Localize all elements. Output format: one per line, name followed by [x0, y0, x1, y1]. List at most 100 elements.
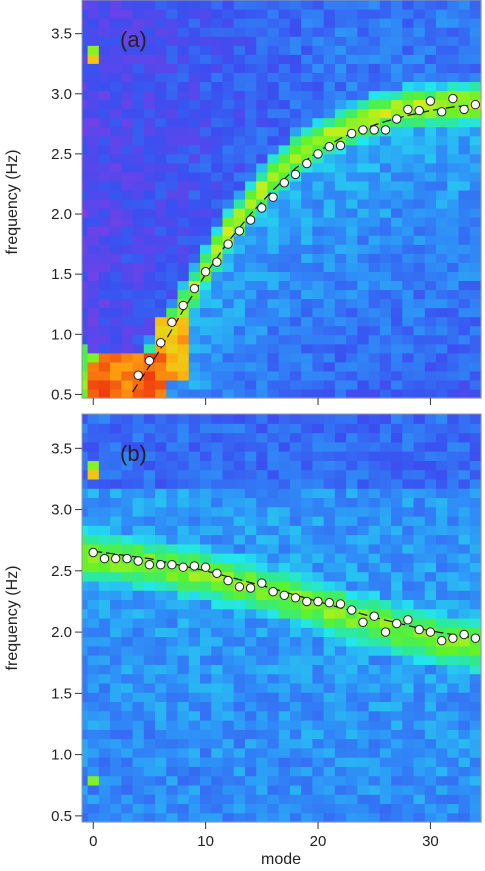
- heatmap-cell: [323, 682, 336, 693]
- heatmap-cell: [346, 45, 358, 55]
- heatmap-cell: [424, 516, 437, 526]
- heatmap-cell: [110, 280, 122, 291]
- heatmap-cell: [233, 289, 246, 300]
- heatmap-cell: [447, 262, 460, 272]
- heatmap-cell: [357, 27, 370, 37]
- heatmap-cell: [177, 747, 190, 758]
- heatmap-cell: [368, 692, 381, 703]
- heatmap-cell: [469, 81, 482, 92]
- heatmap-cell: [177, 701, 190, 712]
- heatmap-cell: [323, 720, 336, 730]
- heatmap-cell: [233, 388, 246, 399]
- heatmap-cell: [110, 217, 122, 227]
- heatmap-cell: [166, 343, 179, 354]
- heatmap-cell: [87, 379, 100, 390]
- heatmap-cell: [368, 316, 381, 327]
- heatmap-cell: [469, 432, 482, 443]
- heatmap-cell: [166, 289, 179, 300]
- heatmap-cell: [436, 441, 448, 452]
- heatmap-cell: [267, 334, 280, 345]
- heatmap-cell: [155, 757, 167, 767]
- heatmap-cell: [233, 144, 246, 155]
- heatmap-cell: [143, 379, 156, 390]
- heatmap-cell: [447, 599, 460, 610]
- heatmap-cell: [110, 171, 122, 182]
- heatmap-cell: [312, 108, 325, 119]
- heatmap-cell: [447, 208, 460, 218]
- heatmap-cell: [357, 720, 370, 730]
- heatmap-cell: [357, 298, 370, 309]
- heatmap-cell: [82, 738, 89, 749]
- heatmap-cell: [413, 72, 426, 83]
- heatmap-cell: [132, 460, 145, 471]
- heatmap-cell: [121, 747, 134, 758]
- heatmap-cell: [436, 27, 448, 37]
- heatmap-cell: [469, 90, 482, 101]
- heatmap-cell: [436, 553, 448, 563]
- heatmap-cell: [267, 553, 280, 563]
- heatmap-cell: [424, 543, 437, 554]
- heatmap-cell: [211, 379, 224, 390]
- heatmap-cell: [244, 235, 257, 245]
- heatmap-cell: [200, 307, 212, 318]
- heatmap-cell: [166, 478, 179, 489]
- heatmap-cell: [436, 497, 448, 508]
- heatmap-cell: [278, 599, 291, 610]
- heatmap-cell: [98, 235, 111, 245]
- heatmap-cell: [357, 516, 370, 526]
- data-point: [290, 169, 301, 180]
- heatmap-cell: [121, 692, 134, 703]
- heatmap-cell: [166, 307, 179, 318]
- heatmap-cell: [256, 655, 269, 665]
- heatmap-cell: [469, 645, 482, 656]
- heatmap-cell: [402, 747, 415, 758]
- heatmap-cell: [82, 280, 89, 291]
- heatmap-cell: [334, 298, 347, 309]
- heatmap-cell: [110, 180, 122, 191]
- heatmap-cell: [323, 414, 336, 424]
- heatmap-cell: [391, 441, 403, 452]
- heatmap-cell: [368, 516, 381, 526]
- heatmap-cell: [402, 766, 415, 777]
- heatmap-cell: [200, 692, 212, 703]
- heatmap-cell: [211, 0, 224, 10]
- heatmap-cell: [301, 135, 314, 146]
- heatmap-cell: [211, 208, 224, 218]
- heatmap-cell: [346, 144, 358, 155]
- heatmap-cell: [188, 488, 201, 499]
- heatmap-cell: [289, 803, 302, 814]
- heatmap-cell: [301, 692, 314, 703]
- heatmap-cell: [334, 757, 347, 767]
- heatmap-cell: [346, 316, 358, 327]
- heatmap-cell: [222, 189, 235, 200]
- heatmap-cell: [379, 189, 392, 200]
- heatmap-cell: [188, 27, 201, 37]
- heatmap-cell: [110, 469, 122, 480]
- heatmap-cell: [458, 135, 471, 146]
- heatmap-cell: [289, 208, 302, 218]
- heatmap-cell: [379, 488, 392, 499]
- heatmap-cell: [110, 738, 122, 749]
- heatmap-cell: [155, 618, 167, 628]
- heatmap-cell: [200, 226, 212, 236]
- heatmap-cell: [301, 298, 314, 309]
- data-point: [358, 617, 368, 627]
- heatmap-cell: [346, 18, 358, 28]
- heatmap-cell: [200, 478, 212, 489]
- heatmap-cell: [222, 414, 235, 424]
- heatmap-cell: [188, 608, 201, 619]
- heatmap-cell: [222, 27, 235, 37]
- heatmap-cell: [256, 90, 269, 101]
- heatmap-cell: [87, 803, 100, 814]
- heatmap-cell: [357, 208, 370, 218]
- heatmap-cell: [424, 90, 437, 101]
- heatmap-cell: [211, 63, 224, 73]
- heatmap-cell: [256, 135, 269, 146]
- heatmap-cell: [98, 370, 111, 381]
- heatmap-cell: [289, 18, 302, 28]
- heatmap-cell: [357, 189, 370, 200]
- heatmap-cell: [402, 784, 415, 795]
- heatmap-cell: [244, 692, 257, 703]
- heatmap-cell: [402, 343, 415, 354]
- heatmap-cell: [379, 701, 392, 712]
